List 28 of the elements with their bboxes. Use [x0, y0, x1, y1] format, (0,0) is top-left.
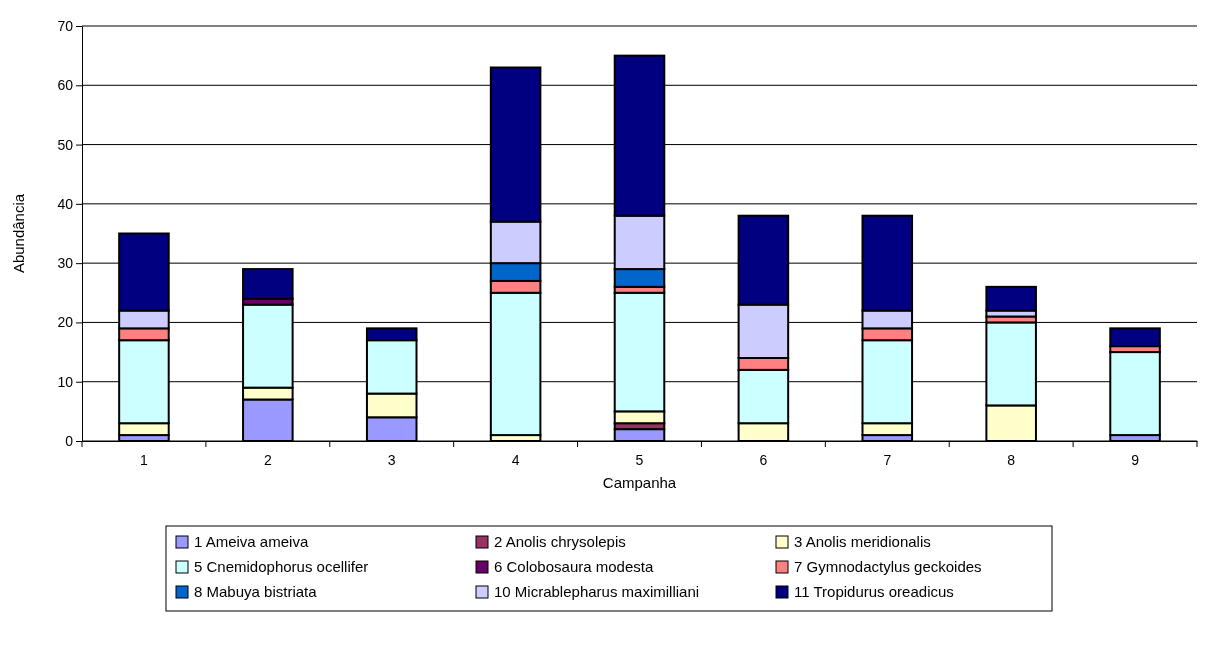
x-tick-label: 1	[140, 451, 149, 468]
legend-label: 6 Colobosaura modesta	[494, 558, 654, 575]
x-tick-label: 3	[387, 451, 396, 468]
x-tick-label: 5	[635, 451, 644, 468]
y-tick-label: 40	[57, 195, 74, 212]
x-tick-label: 2	[263, 451, 272, 468]
y-tick-label: 20	[57, 314, 74, 331]
y-tick-label: 10	[57, 373, 74, 390]
x-tick-label: 9	[1131, 451, 1140, 468]
x-tick-label: 6	[759, 451, 768, 468]
legend-label: 11 Tropidurus oreadicus	[794, 583, 954, 600]
legend-label: 3 Anolis meridionalis	[794, 533, 931, 550]
legend-label: 7 Gymnodactylus geckoides	[794, 558, 982, 575]
y-tick-label: 60	[57, 77, 74, 94]
x-tick-label: 4	[511, 451, 520, 468]
y-tick-label: 70	[57, 17, 74, 34]
legend-label: 2 Anolis chrysolepis	[494, 533, 626, 550]
x-axis-title: Campanha	[602, 474, 677, 491]
legend-label: 5 Cnemidophorus ocellifer	[194, 558, 369, 575]
y-tick-label: 50	[57, 136, 74, 153]
legend-label: 10 Micrablepharus maximilliani	[494, 583, 700, 600]
x-tick-label: 7	[883, 451, 892, 468]
x-tick-label: 8	[1007, 451, 1016, 468]
legend-label: 8 Mabuya bistriata	[194, 583, 318, 600]
y-tick-label: 0	[65, 432, 74, 449]
y-tick-label: 30	[57, 255, 74, 272]
legend-label: 1 Ameiva ameiva	[194, 533, 309, 550]
y-axis-title: Abundância	[10, 193, 27, 274]
